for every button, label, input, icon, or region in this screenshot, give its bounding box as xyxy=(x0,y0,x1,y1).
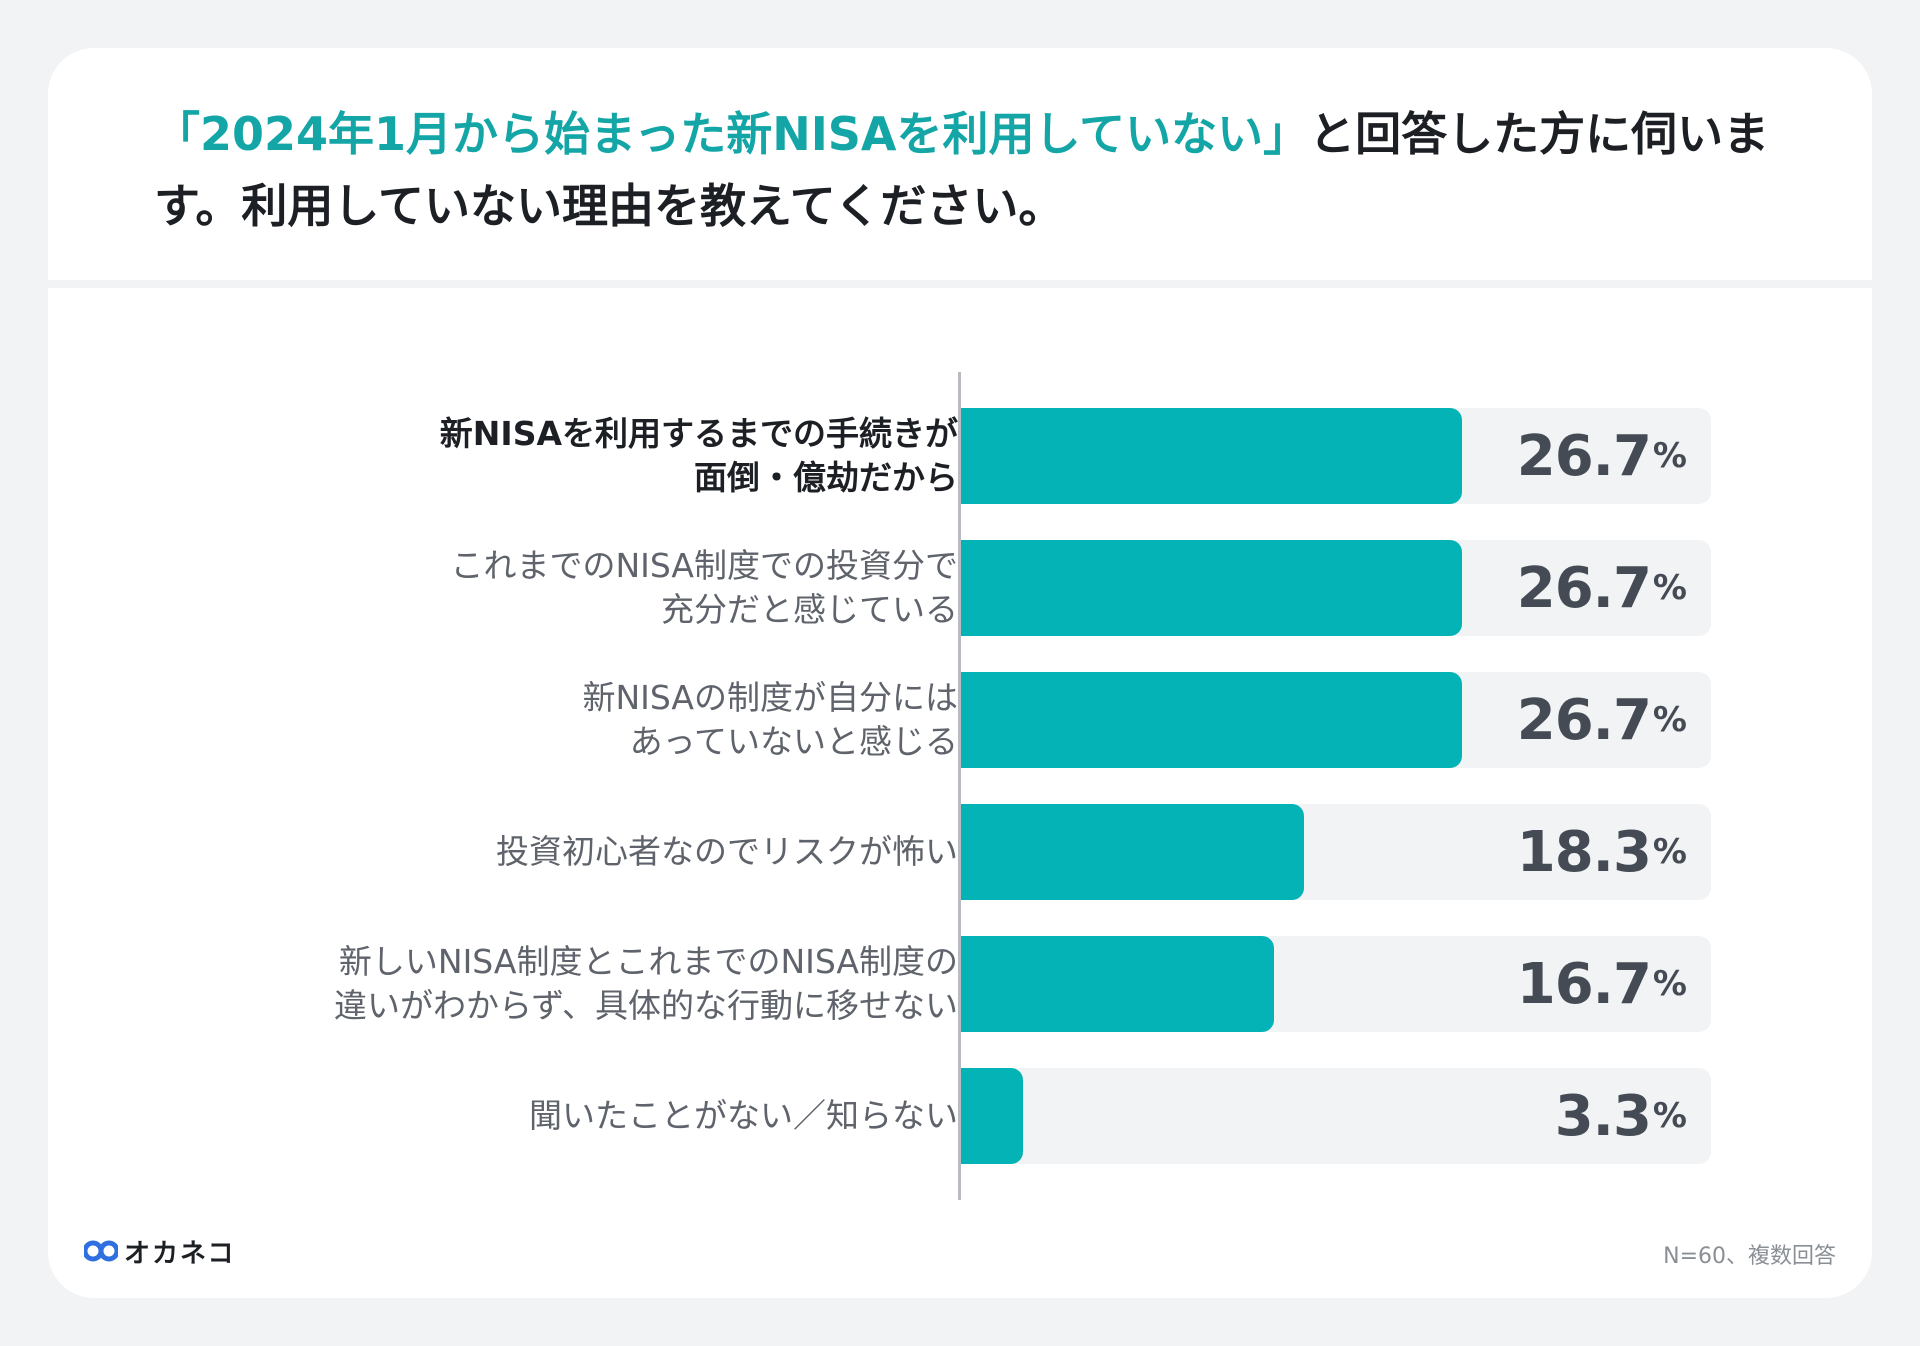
sample-note: N=60、複数回答 xyxy=(1663,1244,1836,1269)
bar-row: 新NISAの制度が自分には あっていないと感じる 26.7% xyxy=(48,672,1872,768)
data-label: 18.3% xyxy=(1516,804,1687,900)
data-label-unit: % xyxy=(1652,832,1687,872)
data-label-number: 26.7 xyxy=(1516,423,1652,489)
bar xyxy=(961,540,1462,636)
data-label-unit: % xyxy=(1652,964,1687,1004)
bar xyxy=(961,672,1462,768)
category-label: これまでのNISA制度での投資分で 充分だと感じている xyxy=(450,546,958,629)
title-rest: と回答した方に伺います。利用していない理由を教えてください。 xyxy=(154,107,1770,233)
bar-row: 新NISAを利用するまでの手続きが 面倒・億劫だから 26.7% xyxy=(48,408,1872,504)
data-label: 26.7% xyxy=(1516,540,1687,636)
data-label-unit: % xyxy=(1652,568,1687,608)
category-label: 投資初心者なのでリスクが怖い xyxy=(496,832,958,871)
brand-mark-icon xyxy=(84,1240,118,1262)
data-label: 3.3% xyxy=(1554,1068,1687,1164)
chart-card: 「2024年1月から始まった新NISAを利用していない」と回答した方に伺います。… xyxy=(48,48,1872,1298)
data-label-unit: % xyxy=(1652,700,1687,740)
header: 「2024年1月から始まった新NISAを利用していない」と回答した方に伺います。… xyxy=(48,48,1872,284)
data-label: 26.7% xyxy=(1516,408,1687,504)
bar-row: 新しいNISA制度とこれまでのNISA制度の 違いがわからず、具体的な行動に移せ… xyxy=(48,936,1872,1032)
category-label: 新NISAの制度が自分には あっていないと感じる xyxy=(582,678,958,761)
data-label-unit: % xyxy=(1652,1096,1687,1136)
data-label: 16.7% xyxy=(1516,936,1687,1032)
bar xyxy=(961,804,1304,900)
chart-title: 「2024年1月から始まった新NISAを利用していない」と回答した方に伺います。… xyxy=(154,98,1794,242)
data-label-number: 26.7 xyxy=(1516,555,1652,621)
bar xyxy=(961,408,1462,504)
bar xyxy=(961,1068,1023,1164)
data-label: 26.7% xyxy=(1516,672,1687,768)
bar-row: 聞いたことがない／知らない 3.3% xyxy=(48,1068,1872,1164)
brand-logo: オカネコ xyxy=(84,1234,236,1269)
data-label-number: 18.3 xyxy=(1516,819,1652,885)
category-label: 新しいNISA制度とこれまでのNISA制度の 違いがわからず、具体的な行動に移せ… xyxy=(333,942,958,1025)
bar-row: 投資初心者なのでリスクが怖い 18.3% xyxy=(48,804,1872,900)
bar-row: これまでのNISA制度での投資分で 充分だと感じている 26.7% xyxy=(48,540,1872,636)
brand-name: オカネコ xyxy=(124,1238,236,1269)
category-label: 新NISAを利用するまでの手続きが 面倒・億劫だから xyxy=(439,414,958,497)
header-divider xyxy=(48,280,1872,288)
data-label-number: 26.7 xyxy=(1516,687,1652,753)
data-label-unit: % xyxy=(1652,436,1687,476)
bar-track xyxy=(961,1068,1711,1164)
y-axis-line xyxy=(958,372,961,1200)
data-label-number: 3.3 xyxy=(1554,1083,1652,1149)
bar xyxy=(961,936,1274,1032)
bar-chart: 新NISAを利用するまでの手続きが 面倒・億劫だから 26.7% これまでのNISA… xyxy=(48,48,1872,1298)
data-label-number: 16.7 xyxy=(1516,951,1652,1017)
title-highlight: 「2024年1月から始まった新NISAを利用していない」 xyxy=(154,107,1310,161)
category-label: 聞いたことがない／知らない xyxy=(529,1096,958,1135)
